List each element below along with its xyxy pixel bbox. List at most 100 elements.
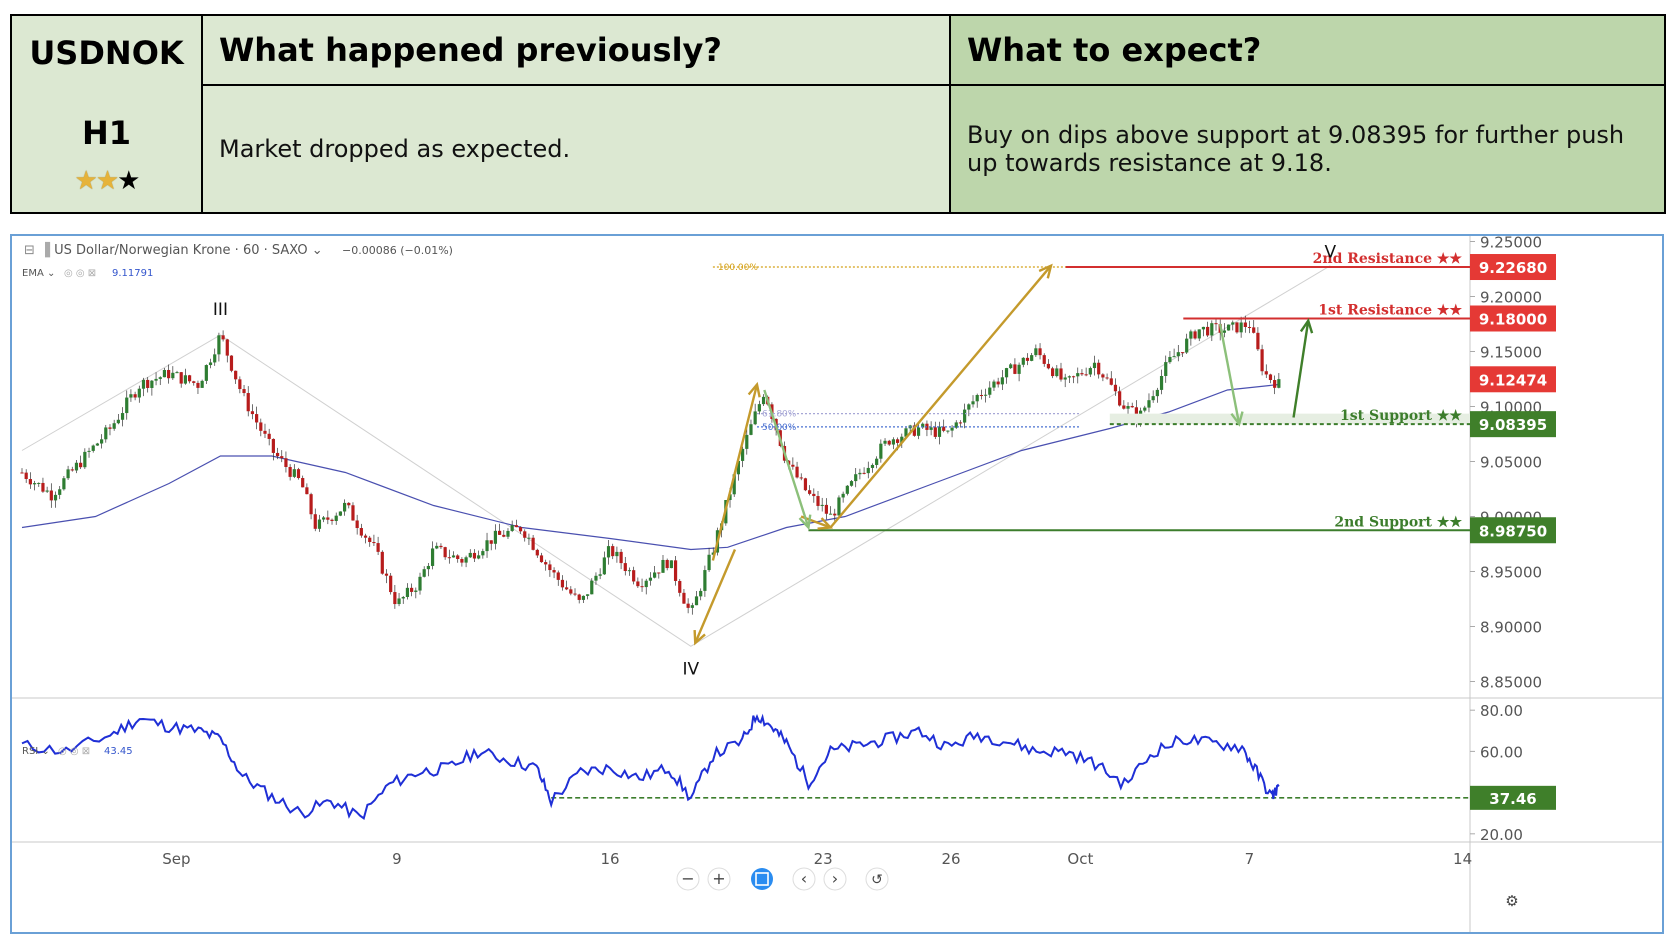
time-tick-label: 26: [941, 850, 960, 868]
zoom-in-button[interactable]: [707, 867, 731, 891]
candle-body: [183, 375, 187, 384]
time-tick-label: 9: [392, 850, 402, 868]
candle-body: [992, 381, 996, 388]
wave-arrow: [694, 549, 737, 644]
candle-body: [1105, 377, 1109, 379]
candle-body: [380, 551, 384, 574]
rsi-settings-icon[interactable]: ◎ ◎ ⊠: [58, 746, 90, 757]
candle-body: [1226, 324, 1231, 331]
candle-body: [451, 555, 456, 558]
settings-gear-icon[interactable]: ⚙: [1505, 892, 1518, 910]
candle-body: [351, 505, 355, 521]
previous-text: Market dropped as expected.: [201, 84, 951, 214]
candle-body: [615, 551, 619, 557]
price-level-tag: [1470, 254, 1556, 281]
wave-label: III: [213, 300, 228, 320]
zoom-out-button[interactable]: [676, 867, 700, 891]
candle-body: [1197, 329, 1201, 339]
candle-body: [937, 426, 942, 437]
candle-body: [355, 520, 359, 529]
candle-body: [1038, 348, 1042, 356]
candle-body: [275, 452, 280, 457]
candle-body: [1239, 322, 1243, 333]
candle-body: [280, 456, 284, 459]
candle-body: [1210, 323, 1214, 336]
support-label: 2nd Support ★★: [1334, 514, 1462, 530]
candle-body: [116, 419, 120, 424]
price-level-tag: [1470, 305, 1556, 332]
candle-body: [879, 443, 883, 459]
candle-body: [1076, 373, 1080, 377]
candle-body: [619, 551, 623, 564]
candle-body: [590, 580, 594, 595]
candle-body: [841, 493, 845, 498]
scroll-right-button[interactable]: [823, 867, 847, 891]
candle-body: [1101, 374, 1105, 378]
candle-body: [1067, 376, 1071, 378]
candle-body: [1268, 374, 1273, 381]
candle-body: [535, 549, 539, 556]
candle-body: [837, 497, 841, 516]
candle-body: [623, 563, 627, 572]
ema-settings-icon[interactable]: ◎ ◎ ⊠: [64, 268, 96, 279]
candle-body: [556, 572, 560, 580]
candle-body: [305, 487, 309, 495]
candle-body: [812, 493, 816, 497]
expectation-text: Buy on dips above support at 9.08395 for…: [949, 84, 1666, 214]
candle-body: [648, 577, 653, 581]
candle-body: [154, 378, 158, 381]
candle-body: [686, 603, 690, 608]
reset-button[interactable]: [865, 867, 889, 891]
scroll-left-button[interactable]: [792, 867, 816, 891]
candle-body: [284, 458, 288, 467]
candle-body: [1273, 380, 1277, 388]
price-level-value: 9.22680: [1479, 259, 1547, 277]
candle-body: [62, 478, 66, 490]
candle-body: [678, 580, 682, 593]
candle-body: [808, 490, 812, 494]
price-tick-label: 9.20000: [1480, 289, 1542, 307]
candle-body: [288, 466, 292, 477]
candle-body: [544, 562, 548, 565]
candle-body: [971, 401, 975, 405]
candle-body: [1034, 348, 1038, 356]
candle-body: [1092, 362, 1097, 369]
ema-legend-label[interactable]: EMA ⌄: [22, 268, 55, 279]
candle-body: [472, 552, 477, 559]
candle-body: [187, 375, 192, 382]
candle-body: [740, 448, 745, 461]
price-tick-label: 8.85000: [1480, 674, 1542, 692]
time-tick-label: 7: [1245, 850, 1255, 868]
candle-body: [1176, 352, 1180, 357]
candle-body: [858, 472, 862, 475]
candle-body: [112, 423, 116, 429]
candle-body: [1130, 406, 1134, 408]
candle-body: [53, 494, 58, 501]
candle-body: [242, 389, 246, 394]
candle-body: [569, 589, 573, 594]
collapse-icon[interactable]: ⊟: [24, 243, 35, 258]
analysis-header-table: USDNOK H1 ★★★ What happened previously? …: [10, 14, 1666, 214]
candle-body: [125, 397, 129, 414]
candle-body: [414, 590, 418, 592]
candle-body: [1214, 323, 1218, 325]
candle-body: [460, 559, 464, 563]
time-tick-label: Sep: [162, 850, 190, 868]
wave-arrow-head: [747, 381, 761, 398]
rsi-tick-label: 60.00: [1480, 743, 1523, 761]
support-zone: [1109, 413, 1470, 425]
change-label: −0.00086 (−0.01%): [342, 244, 453, 257]
candle-body: [1256, 332, 1260, 350]
candle-body: [644, 580, 648, 588]
candle-body: [468, 552, 472, 558]
candle-body: [1063, 377, 1067, 380]
candle-body: [1143, 407, 1147, 411]
candle-body: [477, 555, 481, 559]
time-tick-label: 23: [814, 850, 833, 868]
rsi-legend-label[interactable]: RSI ⌄: [22, 746, 50, 757]
candle-body: [359, 528, 363, 536]
reset-zoom-button[interactable]: [751, 868, 773, 890]
candle-body: [426, 565, 430, 570]
candle-body: [120, 413, 125, 420]
price-tick-label: 8.90000: [1480, 619, 1542, 637]
